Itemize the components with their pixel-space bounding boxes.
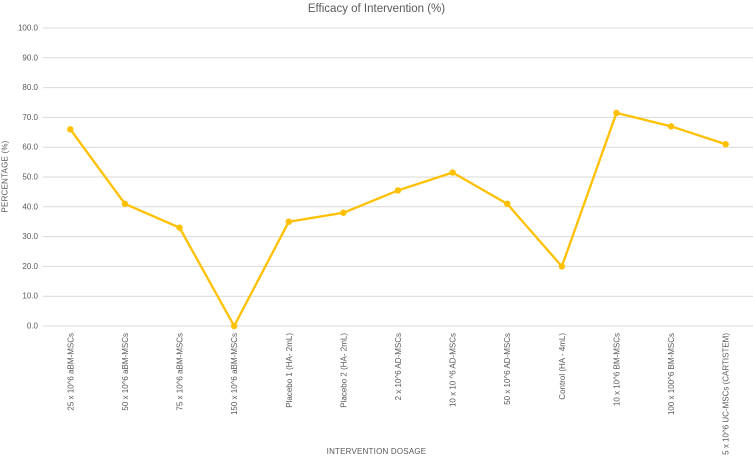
y-tick-label: 50.0 bbox=[22, 173, 38, 182]
x-tick-label: Control (HA - 4mL) bbox=[558, 333, 567, 400]
data-point-marker bbox=[558, 263, 566, 270]
data-point-marker bbox=[722, 141, 729, 148]
y-tick-label: 60.0 bbox=[22, 143, 38, 152]
x-tick-label: 2 x 10^6 AD-MSCs bbox=[394, 333, 403, 400]
y-tick-label: 0.0 bbox=[27, 322, 39, 331]
data-point-marker bbox=[504, 200, 511, 208]
data-point-marker bbox=[230, 322, 238, 330]
chart-title: Efficacy of Intervention (%) bbox=[307, 3, 446, 15]
y-tick-label: 90.0 bbox=[22, 53, 38, 62]
y-tick-label: 40.0 bbox=[22, 202, 38, 211]
data-point-marker bbox=[449, 169, 456, 176]
x-tick-label: 75 x 10^6 aBM-MSCs bbox=[176, 333, 185, 411]
x-tick-label: Placebo 2 (HA- 2mL) bbox=[339, 333, 348, 408]
data-point-marker bbox=[667, 123, 675, 130]
data-point-marker bbox=[613, 109, 620, 117]
x-tick-label: 50 x 10^6 aBM-MSCs bbox=[121, 333, 130, 411]
y-tick-label: 30.0 bbox=[22, 232, 38, 241]
data-point-marker bbox=[176, 224, 183, 231]
x-tick-label: 10 x 10^6 BM-MSCs bbox=[612, 333, 621, 406]
y-tick-label: 80.0 bbox=[22, 83, 38, 92]
x-tick-label: 25 x 10^6 aBM-MSCs bbox=[66, 333, 75, 411]
line-series bbox=[69, 111, 727, 328]
data-point-marker bbox=[67, 126, 74, 133]
y-tick-label: 100.0 bbox=[18, 24, 39, 33]
x-tick-label: 50 x 10^6 AD-MSCs bbox=[503, 333, 512, 405]
x-axis-title: INTERVENTION DOSAGE bbox=[326, 447, 427, 456]
y-tick-label: 10.0 bbox=[22, 292, 38, 301]
x-tick-label: 150 x 10^6 aBM-MSCs bbox=[230, 333, 239, 415]
data-point-marker bbox=[340, 209, 347, 216]
data-point-marker bbox=[285, 218, 292, 225]
x-tick-label: 100 x 100^6 BM-MSCs bbox=[667, 333, 676, 415]
x-tick-label: 5 x 10^6 UC-MSCs (CARTISTEM) bbox=[722, 333, 731, 455]
y-tick-label: 70.0 bbox=[22, 113, 38, 122]
data-point-marker bbox=[394, 187, 402, 194]
x-tick-label: Placebo 1 (HA- 2mL) bbox=[285, 333, 294, 408]
y-tick-label: 20.0 bbox=[22, 262, 38, 271]
data-point-marker bbox=[121, 200, 129, 208]
x-tick-label: 10 x 10 ^6 AD-MSCs bbox=[449, 333, 458, 407]
